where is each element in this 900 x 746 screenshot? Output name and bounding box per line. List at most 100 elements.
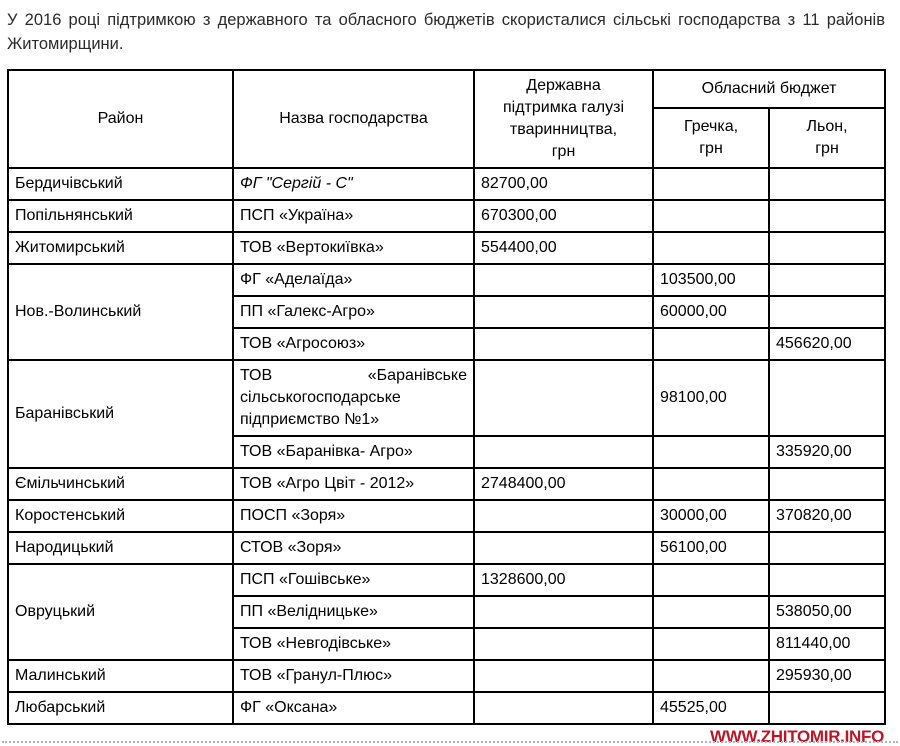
farm-cell: ПСП «Гошівське»	[232, 563, 475, 597]
flax-cell	[767, 359, 887, 437]
district-cell: Малинський	[7, 659, 234, 693]
table-row: Любарський ФГ «Оксана» 45525,00	[7, 691, 887, 725]
flax-cell	[767, 231, 887, 265]
farm-cell: ПП «Велідницьке»	[232, 595, 475, 629]
table-row: ТОВ «Невгодівське» 811440,00	[8, 627, 887, 661]
district-cell: Любарський	[7, 691, 234, 725]
buckwheat-cell: 60000,00	[652, 295, 770, 329]
col-header-buckwheat: Гречка, грн	[652, 107, 770, 169]
district-cell: Житомирський	[7, 231, 234, 265]
farm-cell: ТОВ «Агросоюз»	[232, 327, 475, 361]
flax-cell	[767, 295, 887, 329]
bottom-divider	[2, 741, 898, 743]
buckwheat-cell	[652, 563, 770, 597]
farm-cell: СТОВ «Зоря»	[232, 531, 475, 565]
district-cell: Ємільчинський	[7, 467, 234, 501]
state-support-cell: 1328600,00	[473, 563, 654, 597]
intro-paragraph: У 2016 році підтримкою з державного та о…	[7, 11, 885, 53]
district-cell: Нов.-Волинський	[7, 263, 234, 361]
district-cell: Овруцький	[7, 563, 234, 661]
state-support-cell	[473, 263, 654, 297]
farm-cell: ПОСП «Зоря»	[232, 499, 475, 533]
farm-cell: ПП «Галекс-Агро»	[232, 295, 475, 329]
buckwheat-cell: 103500,00	[652, 263, 770, 297]
state-support-cell	[473, 531, 654, 565]
buckwheat-cell: 45525,00	[652, 691, 770, 725]
table-row: ПП «Галекс-Агро» 60000,00	[8, 295, 887, 329]
table-row: Коростенський ПОСП «Зоря» 30000,00 37082…	[7, 499, 887, 533]
state-support-cell	[473, 295, 654, 329]
farm-cell: ТОВ «Баранівка- Агро»	[232, 435, 475, 469]
flax-cell: 335920,00	[767, 435, 887, 469]
farm-cell: ТОВ «Баранівське сільськогосподарське пі…	[232, 359, 475, 437]
buckwheat-cell	[652, 167, 770, 201]
state-support-cell	[473, 327, 654, 361]
flax-cell: 456620,00	[767, 327, 887, 361]
table-row: ТОВ «Баранівка- Агро» 335920,00	[8, 435, 887, 469]
district-cell: Попільнянський	[7, 199, 234, 233]
farm-cell: ФГ «Оксана»	[232, 691, 475, 725]
state-support-cell	[473, 359, 654, 437]
state-support-cell	[473, 595, 654, 629]
col-header-district: Район	[7, 69, 234, 169]
farm-cell: ФГ "Сергій - С"	[232, 167, 475, 201]
district-cell: Коростенський	[7, 499, 234, 533]
table-row: Овруцький ПСП «Гошівське» 1328600,00	[7, 563, 887, 661]
farm-cell: ТОВ «Гранул-Плюс»	[232, 659, 475, 693]
table-row: Нов.-Волинський ФГ «Аделаїда» 103500,00	[7, 263, 887, 361]
flax-cell: 538050,00	[767, 595, 887, 629]
table-row: Малинський ТОВ «Гранул-Плюс» 295930,00	[7, 659, 887, 693]
state-support-cell: 2748400,00	[473, 467, 654, 501]
buckwheat-cell	[652, 627, 770, 661]
flax-cell	[767, 467, 887, 501]
state-support-cell	[473, 659, 654, 693]
state-support-cell	[473, 691, 654, 725]
district-cell: Народицький	[7, 531, 234, 565]
table-row: Народицький СТОВ «Зоря» 56100,00	[7, 531, 887, 565]
state-support-cell	[473, 627, 654, 661]
farm-cell: ПСП «Україна»	[232, 199, 475, 233]
table-row: Бердичівський ФГ "Сергій - С" 82700,00	[7, 167, 887, 201]
flax-cell: 295930,00	[767, 659, 887, 693]
farm-cell: ТОВ «Невгодівське»	[232, 627, 475, 661]
farm-cell: ТОВ «Агро Цвіт - 2012»	[232, 467, 475, 501]
col-header-state-support: Державна підтримка галузі тваринництва, …	[473, 69, 654, 169]
flax-cell	[767, 563, 887, 597]
flax-cell: 370820,00	[767, 499, 887, 533]
state-support-cell	[473, 435, 654, 469]
flax-cell	[767, 263, 887, 297]
farm-cell: ФГ «Аделаїда»	[232, 263, 475, 297]
flax-cell	[767, 199, 887, 233]
farm-cell: ТОВ «Вертокиївка»	[232, 231, 475, 265]
site-watermark: WWW.ZHITOMIR.INFO	[710, 727, 884, 746]
col-header-flax: Льон, грн	[767, 107, 887, 169]
state-support-cell: 82700,00	[473, 167, 654, 201]
col-header-farm: Назва господарства	[232, 69, 475, 169]
buckwheat-cell	[652, 199, 770, 233]
table-row: Ємільчинський ТОВ «Агро Цвіт - 2012» 274…	[7, 467, 887, 501]
buckwheat-cell: 30000,00	[652, 499, 770, 533]
buckwheat-cell	[652, 327, 770, 361]
table-row: Попільнянський ПСП «Україна» 670300,00	[7, 199, 887, 233]
buckwheat-cell: 98100,00	[652, 359, 770, 437]
col-header-regional-budget: Обласний бюджет	[651, 69, 887, 109]
table-row: Баранівський ТОВ «Баранівське сільського…	[7, 359, 887, 469]
support-table: Район Назва господарства Державна підтри…	[7, 69, 887, 725]
state-support-cell: 670300,00	[473, 199, 654, 233]
flax-cell	[767, 691, 887, 725]
table-row: ТОВ «Агросоюз» 456620,00	[8, 327, 887, 361]
header-row-sub: Гречка, грн Льон, грн	[8, 107, 887, 169]
header-row-top: Район Назва господарства Державна підтри…	[7, 69, 887, 169]
flax-cell	[767, 531, 887, 565]
buckwheat-cell	[652, 467, 770, 501]
district-cell: Бердичівський	[7, 167, 234, 201]
flax-cell: 811440,00	[767, 627, 887, 661]
table-row: Житомирський ТОВ «Вертокиївка» 554400,00	[7, 231, 887, 265]
table-row: ПП «Велідницьке» 538050,00	[8, 595, 887, 629]
district-cell: Баранівський	[7, 359, 234, 469]
buckwheat-cell	[652, 595, 770, 629]
buckwheat-cell	[652, 231, 770, 265]
buckwheat-cell	[652, 659, 770, 693]
buckwheat-cell: 56100,00	[652, 531, 770, 565]
